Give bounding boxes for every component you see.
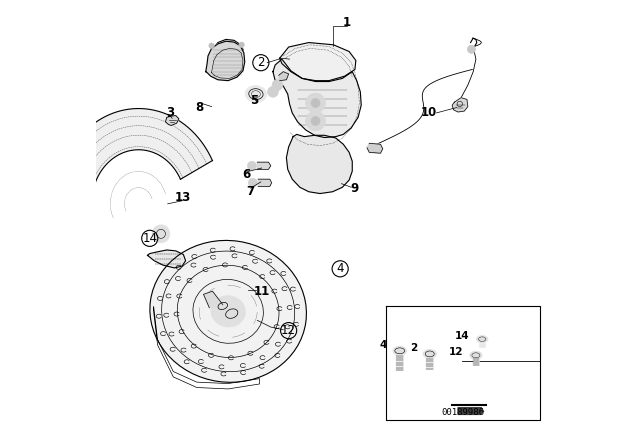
Text: 12: 12 <box>281 324 296 337</box>
Circle shape <box>239 42 244 47</box>
Polygon shape <box>207 39 244 73</box>
Circle shape <box>306 93 325 113</box>
Ellipse shape <box>423 349 436 358</box>
Polygon shape <box>396 355 403 370</box>
Ellipse shape <box>393 346 406 355</box>
Text: 4: 4 <box>337 262 344 276</box>
Circle shape <box>209 43 214 48</box>
Text: 00189986: 00189986 <box>442 408 484 417</box>
Circle shape <box>268 86 278 97</box>
Text: 13: 13 <box>174 190 191 204</box>
Text: 9: 9 <box>351 181 359 195</box>
Polygon shape <box>280 43 356 81</box>
Text: 14: 14 <box>142 232 157 245</box>
Text: 6: 6 <box>242 168 250 181</box>
Circle shape <box>248 178 257 187</box>
Polygon shape <box>258 179 271 186</box>
Polygon shape <box>473 359 479 365</box>
Circle shape <box>152 225 170 243</box>
Text: 4: 4 <box>380 340 387 350</box>
Polygon shape <box>165 116 179 125</box>
Polygon shape <box>458 408 484 414</box>
Text: 10: 10 <box>420 106 436 120</box>
Text: 11: 11 <box>253 284 270 298</box>
Text: 2: 2 <box>410 343 417 353</box>
Text: 5: 5 <box>250 94 258 108</box>
Polygon shape <box>147 250 186 268</box>
Text: 8: 8 <box>195 101 203 114</box>
Polygon shape <box>56 108 212 233</box>
Circle shape <box>311 116 320 125</box>
Circle shape <box>467 45 476 53</box>
Text: 3: 3 <box>166 106 174 120</box>
Ellipse shape <box>470 351 482 359</box>
Ellipse shape <box>211 296 245 327</box>
Text: 2: 2 <box>257 56 264 69</box>
Polygon shape <box>452 98 468 112</box>
Ellipse shape <box>476 336 488 343</box>
Circle shape <box>272 80 283 90</box>
Polygon shape <box>367 143 383 153</box>
Polygon shape <box>257 162 271 169</box>
Circle shape <box>306 111 325 131</box>
Polygon shape <box>426 358 433 369</box>
Circle shape <box>248 161 257 170</box>
Polygon shape <box>479 343 485 347</box>
Circle shape <box>311 99 320 108</box>
Polygon shape <box>279 72 289 81</box>
Polygon shape <box>204 291 223 308</box>
Polygon shape <box>205 41 244 81</box>
Text: 7: 7 <box>246 185 255 198</box>
Text: 14: 14 <box>455 331 470 341</box>
Ellipse shape <box>150 241 307 382</box>
Polygon shape <box>273 59 361 138</box>
Text: 12: 12 <box>449 347 463 357</box>
Ellipse shape <box>245 86 267 103</box>
Polygon shape <box>287 134 352 194</box>
Text: 1: 1 <box>343 16 351 29</box>
